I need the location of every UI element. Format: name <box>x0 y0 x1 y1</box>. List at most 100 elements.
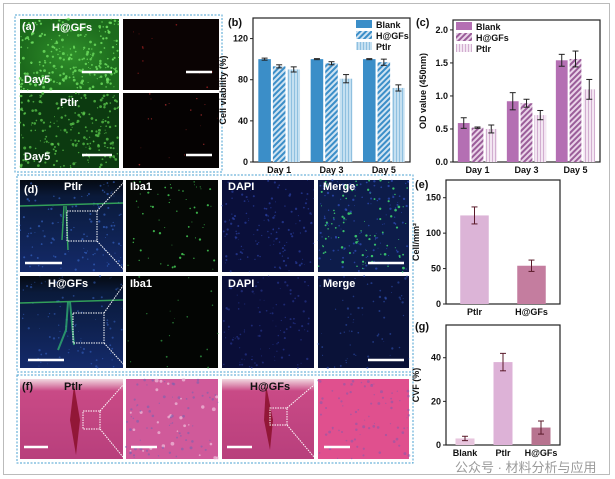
texture <box>221 179 315 273</box>
cell-dot <box>150 118 153 120</box>
cell-dot <box>92 253 94 256</box>
cell-dot <box>378 197 381 201</box>
sample-label: Ptlr <box>64 381 83 393</box>
cell-dot <box>25 154 28 158</box>
cell-dot <box>29 285 33 289</box>
cell-dot <box>90 57 93 59</box>
cell-dot <box>74 139 77 142</box>
cell-dot <box>34 108 38 112</box>
cell-dot <box>228 329 230 330</box>
cell-dot <box>113 56 116 59</box>
cell-dot <box>72 78 76 82</box>
cell-dot <box>373 383 375 385</box>
cell-dot <box>187 226 190 228</box>
cell-dot <box>112 52 115 54</box>
cell-dot <box>239 361 241 363</box>
cell-dot <box>19 224 21 226</box>
cell-dot <box>91 122 94 124</box>
cell-dot <box>285 328 288 330</box>
cell-dot <box>52 64 56 68</box>
cell-dot <box>304 329 306 331</box>
cell-dot <box>73 46 76 49</box>
cell-dot <box>256 254 259 257</box>
y-tick-label: 20 <box>431 396 441 406</box>
cell-dot <box>251 290 254 293</box>
cell-dot <box>117 56 120 59</box>
cell-dot <box>52 29 54 31</box>
cell-dot <box>402 206 404 208</box>
cell-dot <box>372 249 375 252</box>
cell-dot <box>22 289 25 291</box>
cell-dot <box>58 107 60 109</box>
cell-dot <box>177 299 179 301</box>
bar <box>471 127 484 162</box>
cell-dot <box>373 422 376 424</box>
cell-dot <box>30 94 33 97</box>
cell-dot <box>105 66 107 69</box>
cell-dot <box>90 29 92 31</box>
cell-dot <box>307 207 310 210</box>
cell-dot <box>223 331 226 333</box>
cell-dot <box>103 184 105 186</box>
cell-dot <box>405 204 408 208</box>
cell-dot <box>105 86 107 88</box>
cell-dot <box>19 83 21 86</box>
cell-dot <box>59 23 62 26</box>
cell-dot <box>324 237 327 240</box>
cell-dot <box>281 255 284 257</box>
sample-label: Ptlr <box>60 97 79 109</box>
cell-dot <box>364 248 366 250</box>
cell-dot <box>330 258 332 261</box>
cell-dot <box>113 68 115 70</box>
panel-label-g: (g) <box>415 321 429 333</box>
cell-dot <box>29 265 31 268</box>
cell-dot <box>42 64 45 67</box>
cell-dot <box>34 21 37 24</box>
cell-dot <box>77 350 79 352</box>
cell-dot <box>260 355 263 357</box>
cell-dot <box>70 128 72 131</box>
cell-dot <box>160 339 163 342</box>
cell-dot <box>93 99 96 103</box>
bar <box>339 78 353 162</box>
cell-dot <box>360 231 363 234</box>
cell-dot <box>243 200 246 203</box>
cell-dot <box>77 259 80 262</box>
cell-dot <box>199 186 201 188</box>
cell-dot <box>164 186 167 189</box>
cell-dot <box>147 257 149 259</box>
cell-dot <box>55 102 59 105</box>
cell-dot <box>226 308 229 310</box>
cell-dot <box>21 109 24 112</box>
cell-dot <box>81 75 84 78</box>
cell-dot <box>76 121 78 124</box>
cell-dot <box>89 68 91 70</box>
cell-dot <box>89 350 92 353</box>
cell-dot <box>179 416 183 420</box>
cell-dot <box>242 249 244 251</box>
cell-dot <box>107 30 110 33</box>
cell-dot <box>206 348 209 351</box>
cell-dot <box>68 76 71 79</box>
cell-dot <box>170 414 174 418</box>
cell-dot <box>396 203 399 206</box>
cell-dot <box>111 191 113 193</box>
cell-dot <box>85 53 89 56</box>
cell-dot <box>229 287 233 290</box>
cell-dot <box>238 302 240 304</box>
cell-dot <box>275 237 278 240</box>
cell-dot <box>116 49 119 52</box>
cell-dot <box>404 277 407 280</box>
cell-dot <box>107 263 110 265</box>
cell-dot <box>198 454 201 457</box>
cell-dot <box>274 215 276 217</box>
cell-dot <box>374 239 376 241</box>
cell-dot <box>72 185 74 188</box>
he-ptlr-detail <box>126 379 218 459</box>
cell-dot <box>83 233 85 236</box>
cell-dot <box>108 125 112 129</box>
cell-dot <box>394 193 396 196</box>
cell-dot <box>117 287 119 289</box>
cell-dot <box>247 199 249 201</box>
cell-dot <box>143 378 146 382</box>
